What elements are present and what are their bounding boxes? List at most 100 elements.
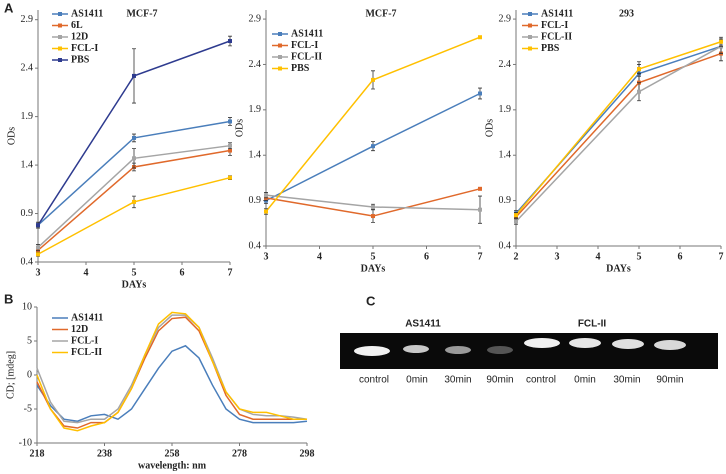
x-tick-label: 3 [555, 251, 560, 262]
data-point [264, 193, 268, 198]
x-tick-label: 278 [232, 448, 247, 459]
legend-marker [58, 58, 62, 62]
y-axis-label: ODs [484, 119, 495, 137]
data-point [371, 144, 375, 149]
gel-lane-label: 30min [613, 375, 640, 386]
data-point [371, 204, 375, 209]
panel-label: C [366, 293, 376, 308]
y-tick-label: 1.4 [21, 159, 34, 170]
y-tick-label: 1.4 [249, 150, 262, 161]
legend-label: FCL-I [291, 40, 318, 51]
x-tick-label: 3 [264, 251, 269, 262]
x-tick-label: 4 [317, 251, 322, 262]
legend-marker [278, 43, 282, 48]
legend-label: PBS [541, 43, 560, 54]
legend-label: 12D [71, 31, 88, 42]
gel-band [569, 338, 601, 348]
data-point [228, 119, 232, 124]
x-tick-label: 5 [132, 267, 137, 278]
panel-label: B [4, 291, 13, 306]
legend-label: PBS [71, 54, 90, 65]
gel-group-label: FCL-II [578, 319, 607, 330]
y-tick-label: 2.4 [499, 59, 512, 70]
data-point [637, 89, 641, 94]
data-point [132, 199, 136, 204]
legend-marker [58, 12, 62, 16]
y-tick-label: 2.4 [249, 59, 262, 70]
y-axis-label: CD; [mdeg] [5, 351, 16, 399]
data-point [132, 156, 136, 161]
x-tick-label: 5 [637, 251, 642, 262]
x-tick-label: 6 [424, 251, 429, 262]
y-tick-label: 5 [27, 335, 32, 346]
y-tick-label: 0.9 [249, 195, 262, 206]
legend-marker [528, 12, 532, 16]
gel-band [654, 340, 686, 350]
gel-image [340, 333, 718, 369]
x-axis-label: DAYs [361, 263, 386, 274]
gel-group-label: AS1411 [405, 319, 441, 330]
y-tick-label: 0.4 [499, 240, 512, 251]
legend-marker [58, 35, 62, 39]
data-point [228, 148, 232, 153]
series-line [36, 344, 308, 424]
legend-marker [278, 66, 282, 71]
gel-lane-label: 90min [656, 375, 683, 386]
panel-label: A [4, 0, 14, 15]
gel-band [487, 346, 513, 354]
x-tick-label: 298 [300, 448, 315, 459]
x-tick-label: 4 [596, 251, 601, 262]
legend-marker [58, 23, 62, 28]
gel-lane-label: 90min [486, 375, 513, 386]
gel-lane-label: control [359, 375, 389, 386]
data-point [132, 135, 136, 140]
legend-label: AS1411 [541, 8, 573, 19]
y-tick-label: 0.9 [499, 195, 512, 206]
x-axis-label: DAYs [122, 279, 147, 290]
y-tick-label: 2.9 [21, 14, 34, 25]
chart-title: MCF-7 [126, 8, 157, 19]
x-tick-label: 3 [36, 267, 41, 278]
y-tick-label: 1.9 [21, 111, 34, 122]
x-tick-label: 7 [719, 251, 724, 262]
gel-band [612, 339, 644, 349]
data-point [719, 39, 723, 44]
data-point [514, 213, 518, 218]
legend-label: 6L [71, 20, 83, 31]
gel-lane-label: 0min [406, 375, 428, 386]
legend-label: FCL-I [71, 43, 98, 54]
x-tick-label: 4 [84, 267, 89, 278]
chart-title: MCF-7 [365, 8, 396, 19]
y-axis-label: ODs [6, 127, 17, 145]
legend-marker [528, 46, 532, 51]
data-point [228, 143, 232, 148]
legend-label: PBS [291, 63, 310, 74]
x-axis-label: DAYs [606, 263, 631, 274]
data-point [228, 39, 232, 44]
data-point [637, 67, 641, 71]
data-point [478, 91, 482, 96]
gel-band [354, 346, 390, 356]
y-axis-label: ODs [234, 119, 245, 137]
x-tick-label: 7 [228, 267, 233, 278]
x-tick-label: 2 [514, 251, 519, 262]
data-point [371, 214, 375, 219]
y-tick-label: 0.9 [21, 208, 34, 219]
data-point [478, 186, 482, 191]
legend-marker [528, 35, 532, 39]
series-line [36, 311, 307, 432]
data-point [371, 77, 375, 82]
y-tick-label: 2.4 [21, 62, 34, 73]
legend-label: FCL-I [541, 20, 568, 31]
gel-lane-label: control [526, 375, 556, 386]
legend-marker [278, 32, 282, 36]
data-point [36, 245, 40, 250]
data-point [228, 175, 232, 180]
legend-label: AS1411 [71, 8, 103, 19]
x-tick-label: 5 [371, 251, 376, 262]
series-line [37, 176, 231, 255]
legend-marker [278, 55, 282, 59]
x-tick-label: 258 [165, 448, 180, 459]
legend-marker [528, 23, 532, 28]
data-point [514, 219, 518, 224]
